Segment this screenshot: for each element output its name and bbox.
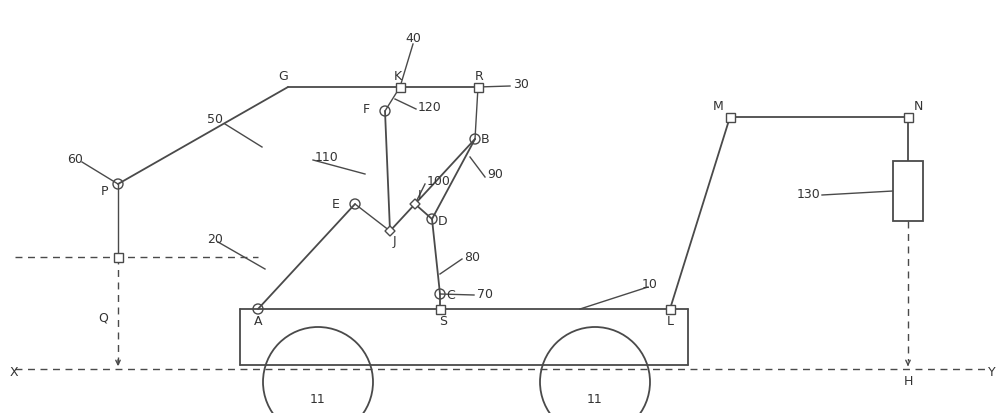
Text: I: I	[418, 189, 422, 202]
Text: H: H	[903, 375, 913, 387]
Text: 130: 130	[796, 188, 820, 201]
Bar	[893, 161, 923, 221]
Bar	[904, 113, 912, 122]
Polygon shape	[385, 226, 395, 236]
Text: J: J	[393, 235, 397, 248]
Text: 30: 30	[513, 77, 529, 90]
Bar	[396, 83, 404, 92]
Text: C: C	[446, 289, 455, 302]
Text: B: B	[481, 133, 490, 146]
Text: O: O	[893, 185, 903, 198]
Text: 11: 11	[310, 392, 326, 406]
Text: 50: 50	[207, 113, 223, 126]
Polygon shape	[410, 199, 420, 209]
Text: A: A	[254, 315, 262, 328]
Text: 90: 90	[487, 168, 503, 181]
Text: 40: 40	[405, 31, 421, 44]
Text: R: R	[475, 69, 483, 82]
Text: F: F	[363, 103, 370, 116]
Bar	[436, 305, 444, 314]
Bar	[114, 253, 122, 262]
Text: 80: 80	[464, 251, 480, 264]
Text: S: S	[439, 315, 447, 328]
Bar	[666, 305, 674, 314]
Text: 10: 10	[642, 278, 658, 291]
Bar	[474, 83, 482, 92]
Text: K: K	[394, 69, 402, 82]
Text: 100: 100	[427, 175, 451, 188]
Text: 11: 11	[587, 392, 603, 406]
Text: L: L	[666, 315, 674, 328]
Text: G: G	[278, 69, 288, 82]
Text: Q: Q	[98, 311, 108, 324]
Text: 20: 20	[207, 233, 223, 246]
Text: P: P	[100, 185, 108, 198]
Text: 110: 110	[315, 151, 339, 164]
Bar	[726, 113, 734, 122]
Text: E: E	[332, 198, 340, 211]
Text: M: M	[713, 100, 724, 113]
Text: 120: 120	[418, 101, 442, 114]
Text: N: N	[914, 100, 923, 113]
Text: Y: Y	[988, 366, 996, 379]
Text: X: X	[10, 366, 19, 379]
Text: D: D	[438, 215, 448, 228]
Text: 60: 60	[67, 153, 83, 166]
Text: 70: 70	[477, 288, 493, 301]
